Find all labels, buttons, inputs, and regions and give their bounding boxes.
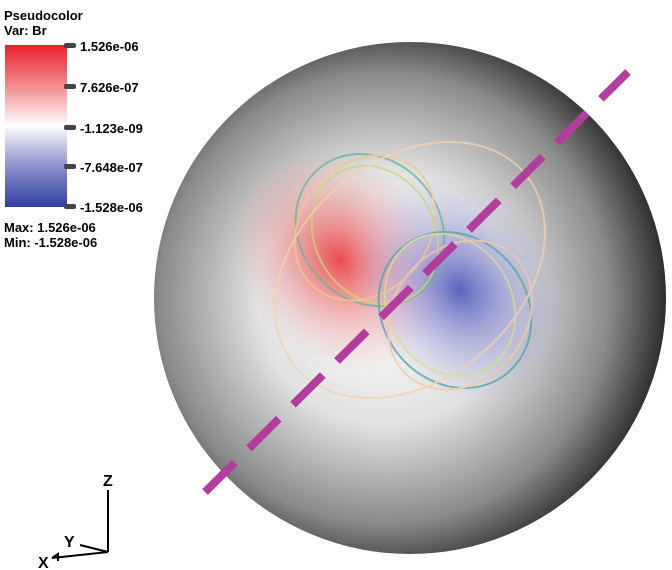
legend-max: Max: 1.526e-06 bbox=[4, 220, 96, 235]
axis-label: Y bbox=[64, 534, 75, 551]
tick-label: -1.528e-06 bbox=[80, 200, 143, 215]
legend: Pseudocolor Var: Br 1.526e-06 7.626e-07 … bbox=[4, 8, 143, 250]
axis-triad bbox=[51, 490, 109, 561]
legend-title: Pseudocolor bbox=[4, 8, 83, 23]
axis-label: Z bbox=[103, 473, 113, 490]
legend-variable: Var: Br bbox=[4, 23, 47, 38]
tick-label: -7.648e-07 bbox=[80, 160, 143, 175]
tick-label: -1.123e-09 bbox=[80, 121, 143, 136]
colorbar-ticks bbox=[64, 43, 76, 209]
tick-label: 7.626e-07 bbox=[80, 80, 139, 95]
legend-min: Min: -1.528e-06 bbox=[4, 235, 97, 250]
rotation-axis bbox=[202, 69, 631, 495]
tick-label: 1.526e-06 bbox=[80, 39, 139, 54]
axis-label: X bbox=[38, 555, 49, 570]
colorbar bbox=[5, 45, 67, 207]
